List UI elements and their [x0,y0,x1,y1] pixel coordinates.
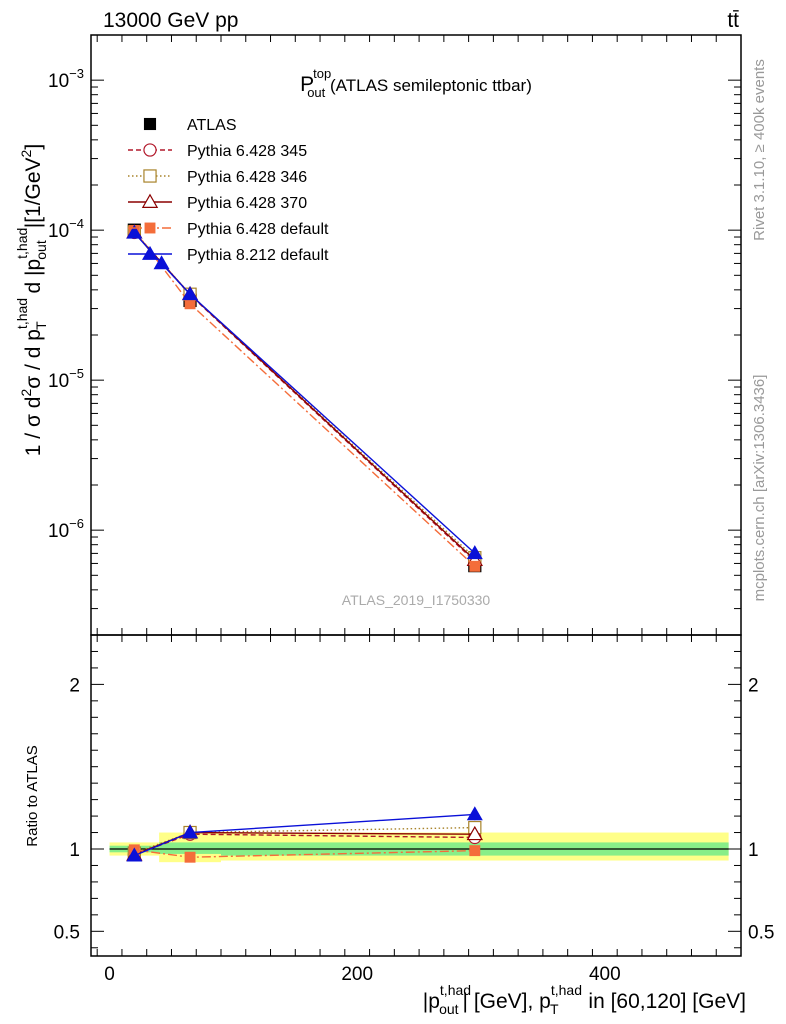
legend-marker [144,222,156,234]
x-tick-label: 200 [341,964,373,985]
series-point [153,255,170,270]
ratio-point [184,851,196,863]
ratio-point [126,847,143,862]
ratio-tick-label-right: 0.5 [748,922,774,943]
rivet-label: Rivet 3.1.10, ≥ 400k events [751,59,768,241]
main-axis-ticks [91,34,741,636]
uncertainty-band-inner [159,842,221,854]
ratio-point [466,825,483,841]
series-line [133,232,476,554]
legend-label: Pythia 6.428 370 [187,195,307,212]
ratio-tick-label-right: 2 [748,675,759,696]
ratio-tick-label: 0.5 [54,922,80,943]
ratio-y-axis-title: Ratio to ATLAS [24,745,41,846]
series-point [126,224,143,239]
series-point [182,286,199,301]
ratio-series-line [134,826,475,854]
legend-marker [143,143,157,157]
y-tick-label: 10−5 [48,366,84,392]
x-tick-labels: 0 200 400 [104,964,620,985]
ratio-series-layer [126,806,483,863]
plot-title: Ptop out (ATLAS semileptonic ttbar) [300,66,532,100]
legend-marker [143,169,157,183]
y-tick-label: 10−3 [48,66,84,92]
ratio-panel-frame [90,634,742,957]
legend-label: Pythia 6.428 default [187,221,329,238]
series-point [469,560,481,572]
x-tick-label: 400 [589,964,621,985]
legend-marker-atlas [143,117,157,131]
y-tick-label: 10−4 [48,216,84,242]
ratio-axis-ticks [91,634,741,956]
legend-marker [141,245,159,260]
process-label: tt̄ [727,9,739,32]
legend-label: Pythia 6.428 346 [187,169,307,186]
main-series-layer [126,223,483,573]
y-axis-title: 1 / σ d2σ / d pt,had T d |pt,had out|[1/Ge… [14,144,49,456]
mcplots-label: mcplots.cern.ch [arXiv:1306.3436] [751,375,768,602]
main-y-tick-labels: 10−6 10−5 10−4 10−3 [48,66,84,542]
series-point [466,545,483,560]
ratio-tick-label: 1 [69,840,80,861]
legend-label: Pythia 6.428 345 [187,143,307,160]
legend: ATLAS Pythia 6.428 345 Pythia 6.428 346 Pyt… [128,117,329,264]
main-panel: 10−6 10−5 10−4 10−3 ATLAS_2019_I1750330 Pto… [48,34,742,636]
watermark: ATLAS_2019_I1750330 [342,592,491,608]
ratio-point [182,824,199,839]
ratio-panel: 0.5 0.5 1 1 2 2 0 200 400 [54,634,775,985]
ratio-point [469,845,481,857]
ratio-tick-label-right: 1 [748,840,759,861]
energy-label: 13000 GeV pp [103,9,238,32]
legend-marker [141,193,159,208]
ratio-tick-labels: 0.5 0.5 1 1 2 2 [54,675,775,943]
x-axis-title: |pt,had out | [GeV], pt,had T in [60,120] [… [423,982,746,1017]
ratio-tick-label: 2 [69,675,80,696]
series-point [184,298,196,310]
ratio-point [466,806,483,821]
series-line [133,232,476,561]
x-tick-label: 0 [104,964,115,985]
legend-label-atlas: ATLAS [187,117,237,134]
legend-label: Pythia 8.212 default [187,247,329,264]
y-tick-label: 10−6 [48,516,84,542]
series-line [133,231,476,559]
